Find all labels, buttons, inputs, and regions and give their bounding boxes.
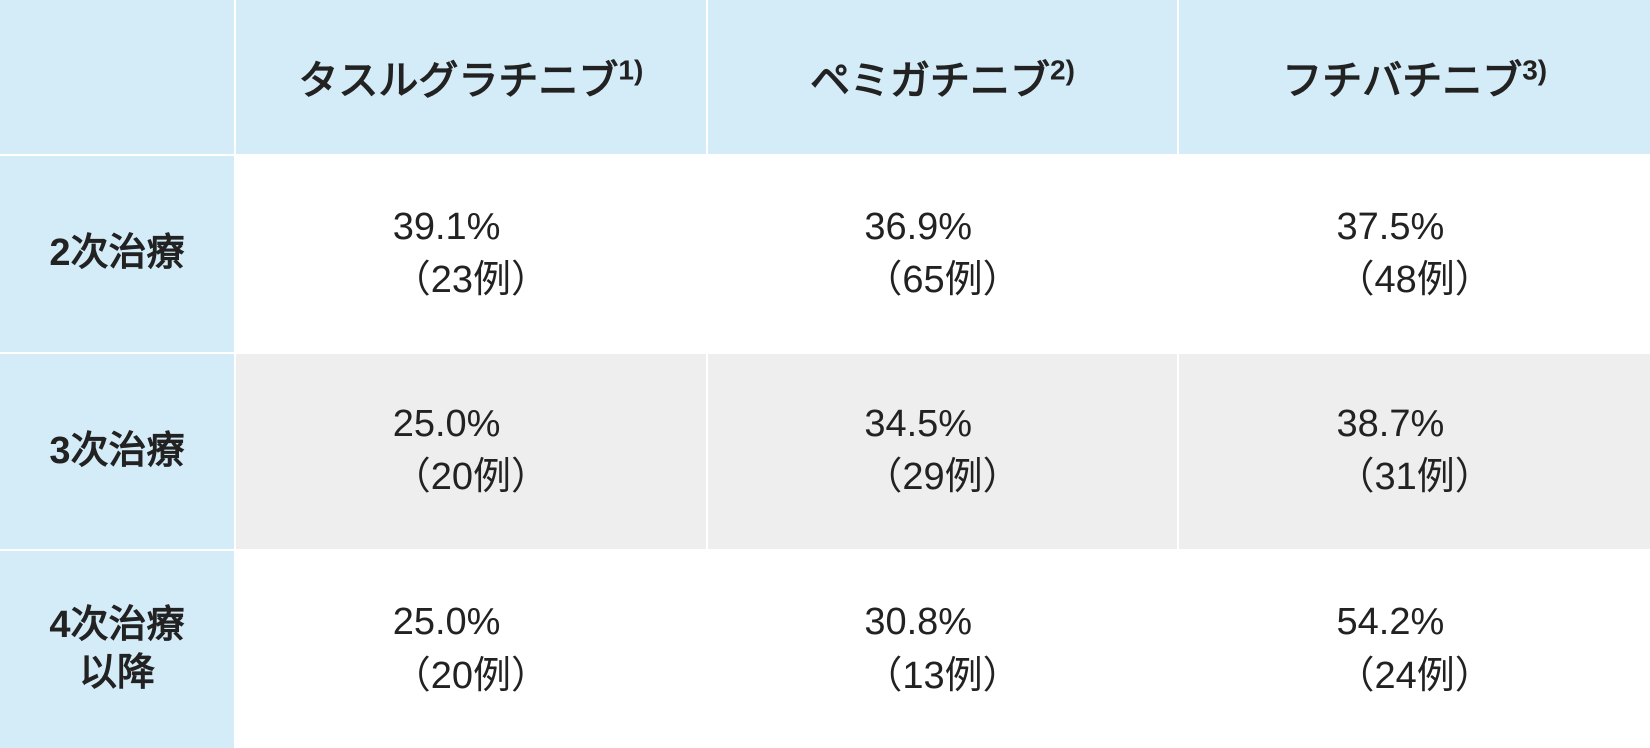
row-label: 4次治療 以降 — [0, 550, 235, 748]
cell-percent: 54.2% — [1337, 596, 1493, 649]
cell-percent: 30.8% — [864, 596, 1020, 649]
cell-count: （24例） — [1337, 650, 1493, 703]
data-cell: 30.8% （13例） — [707, 550, 1179, 748]
column-header-sup: 2) — [1050, 55, 1075, 86]
cell-percent: 25.0% — [393, 596, 549, 649]
column-header-label: タスルグラチニブ — [298, 59, 618, 103]
row-label-line1: 3次治療 — [49, 430, 184, 472]
column-header: タスルグラチニブ1) — [235, 0, 707, 155]
cell-percent: 25.0% — [393, 398, 549, 451]
column-header-label: ペミガチニブ — [810, 59, 1050, 103]
column-header: ペミガチニブ2) — [707, 0, 1179, 155]
data-cell: 38.7% （31例） — [1178, 353, 1650, 551]
data-cell: 25.0% （20例） — [235, 550, 707, 748]
table-header-row: タスルグラチニブ1) ペミガチニブ2) フチバチニブ3) — [0, 0, 1650, 155]
cell-count: （29例） — [864, 451, 1020, 504]
cell-count: （65例） — [864, 254, 1020, 307]
row-label-line2: 以降 — [79, 652, 155, 694]
cell-percent: 39.1% — [393, 201, 549, 254]
cell-count: （31例） — [1337, 451, 1493, 504]
cell-count: （20例） — [393, 451, 549, 504]
data-cell: 36.9% （65例） — [707, 155, 1179, 353]
data-cell: 34.5% （29例） — [707, 353, 1179, 551]
data-cell: 54.2% （24例） — [1178, 550, 1650, 748]
cell-count: （48例） — [1337, 254, 1493, 307]
data-cell: 25.0% （20例） — [235, 353, 707, 551]
cell-percent: 37.5% — [1337, 201, 1493, 254]
data-cell: 37.5% （48例） — [1178, 155, 1650, 353]
row-label-line1: 4次治療 — [49, 604, 184, 646]
cell-count: （20例） — [393, 650, 549, 703]
row-label-line1: 2次治療 — [49, 232, 184, 274]
row-label: 2次治療 — [0, 155, 235, 353]
table-row: 2次治療 39.1% （23例） 36.9% （65例） 37.5% （48例） — [0, 155, 1650, 353]
cell-count: （13例） — [864, 650, 1020, 703]
row-label: 3次治療 — [0, 353, 235, 551]
header-corner-cell — [0, 0, 235, 155]
data-cell: 39.1% （23例） — [235, 155, 707, 353]
comparison-table: タスルグラチニブ1) ペミガチニブ2) フチバチニブ3) 2次治療 39.1% … — [0, 0, 1650, 748]
cell-percent: 36.9% — [864, 201, 1020, 254]
cell-count: （23例） — [393, 254, 549, 307]
cell-percent: 34.5% — [864, 398, 1020, 451]
column-header-sup: 1) — [618, 55, 643, 86]
cell-percent: 38.7% — [1337, 398, 1493, 451]
table-row: 4次治療 以降 25.0% （20例） 30.8% （13例） 54.2% — [0, 550, 1650, 748]
column-header-sup: 3) — [1522, 55, 1547, 86]
table-row: 3次治療 25.0% （20例） 34.5% （29例） 38.7% （31例） — [0, 353, 1650, 551]
column-header: フチバチニブ3) — [1178, 0, 1650, 155]
column-header-label: フチバチニブ — [1282, 59, 1522, 103]
